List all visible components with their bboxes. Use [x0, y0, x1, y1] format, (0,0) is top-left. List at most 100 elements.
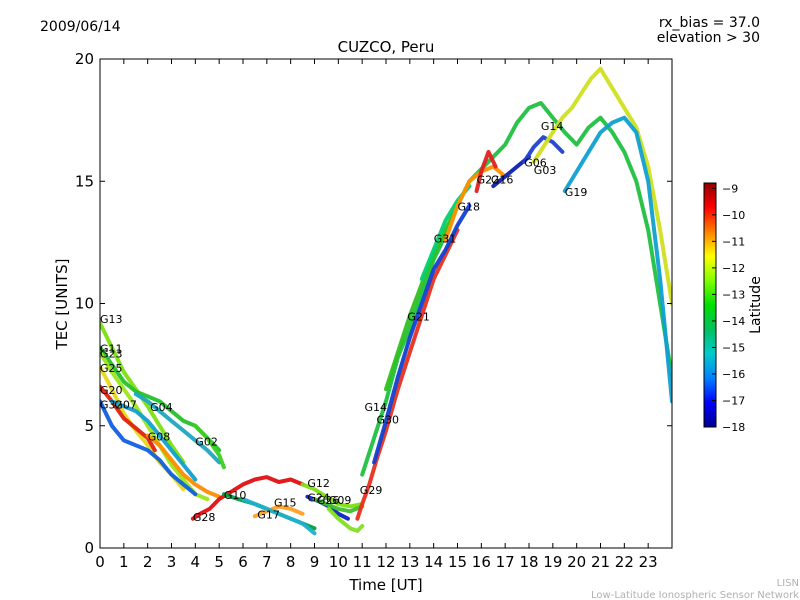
plot-background	[100, 59, 672, 548]
series-line-g07-6	[109, 399, 198, 482]
series-label-g32-5: G32	[100, 399, 123, 412]
y-axis-label: TEC [UNITS]	[53, 259, 71, 351]
series-line-g26-16	[312, 497, 365, 514]
series-line-g32-5	[100, 399, 198, 497]
series-lines	[100, 66, 672, 536]
footer-lisn: LISN	[777, 578, 799, 589]
series-line-g29-18	[355, 228, 460, 521]
elevation-label: elevation > 30	[657, 30, 760, 46]
series-label-g29-18: G29	[360, 484, 383, 497]
series-line-g21-21	[384, 203, 460, 392]
y-tick-label-0: 0	[84, 539, 94, 557]
series-label-g31-22: G31	[434, 232, 457, 245]
series-line-g12-14	[300, 482, 365, 509]
x-tick-label-17: 17	[496, 553, 515, 571]
series-line-g22-24	[474, 149, 498, 193]
series-label-g28-10: G28	[193, 511, 216, 524]
colorbar-tick-label-9: −18	[722, 421, 745, 434]
series-label-g25-3: G25	[100, 362, 123, 375]
x-tick-label-3: 3	[167, 553, 177, 571]
series-label-g03-28: G03	[534, 164, 557, 177]
colorbar-label: Latitude	[748, 276, 764, 334]
series-label-g04-7: G04	[150, 401, 173, 414]
x-tick-label-23: 23	[639, 553, 658, 571]
series-line-g19-28	[562, 115, 672, 404]
series-label-g20-4: G20	[100, 384, 123, 397]
x-tick-label-9: 9	[310, 553, 320, 571]
series-label-g08-8: G08	[148, 430, 171, 443]
series-line-g04-7	[133, 392, 222, 465]
series-line-g14-19	[360, 101, 672, 477]
rx-bias-label: rx_bias = 37.0	[659, 15, 760, 31]
colorbar-tick-label-4: −13	[722, 288, 745, 301]
footer-network: Low-Latitude Ionospheric Sensor Network	[591, 590, 799, 600]
x-tick-label-19: 19	[543, 553, 562, 571]
series-label-g02-9: G02	[195, 435, 218, 448]
colorbar-tick-label-8: −17	[722, 394, 745, 407]
x-tick-label-5: 5	[214, 553, 224, 571]
series-label-g23-2: G23	[100, 347, 123, 360]
series-label-g16-25: G16	[491, 174, 514, 187]
series-line-g17-12	[252, 504, 305, 519]
series-line-g08-8	[145, 433, 222, 499]
x-tick-label-4: 4	[191, 553, 201, 571]
series-line-g03-27	[531, 66, 672, 306]
chart-title: CUZCO, Peru	[338, 38, 435, 56]
colorbar-tick-label-7: −16	[722, 368, 745, 381]
series-label-g19-29: G19	[565, 186, 588, 199]
x-tick-label-10: 10	[329, 553, 348, 571]
y-tick-label-20: 20	[75, 50, 94, 68]
colorbar-tick-label-0: −9	[722, 182, 738, 195]
x-tick-label-13: 13	[400, 553, 419, 571]
series-line-g15-13	[241, 497, 317, 536]
series-label-g21-21: G21	[407, 311, 430, 324]
colorbar-tick-label-1: −10	[722, 209, 745, 222]
x-tick-label-0: 0	[95, 553, 105, 571]
x-tick-label-8: 8	[286, 553, 296, 571]
series-line-g06-26	[522, 135, 565, 164]
series-label-g12-14: G12	[307, 477, 330, 490]
date-label: 2009/06/14	[40, 19, 121, 35]
series-label-g13-0: G13	[100, 313, 123, 326]
x-tick-label-21: 21	[591, 553, 610, 571]
series-label-g07-6: G07	[114, 399, 137, 412]
x-tick-label-14: 14	[424, 553, 443, 571]
y-tick-label-15: 15	[75, 172, 94, 190]
colorbar-tick-label-3: −12	[722, 262, 745, 275]
x-tick-label-16: 16	[472, 553, 491, 571]
series-line-g20-4	[100, 384, 157, 453]
series-label-g11-1: G11	[100, 342, 123, 355]
x-tick-label-11: 11	[353, 553, 372, 571]
series-label-g26-16: G26	[317, 494, 340, 507]
series-label-g14-26: G14	[541, 120, 564, 133]
colorbar-tick-label-6: −15	[722, 341, 745, 354]
y-tick-label-5: 5	[84, 417, 94, 435]
x-tick-label-1: 1	[119, 553, 129, 571]
x-tick-label-7: 7	[262, 553, 272, 571]
colorbar-tick-label-2: −11	[722, 235, 745, 248]
y-tick-label-10: 10	[75, 295, 94, 313]
series-label-g10-11: G10	[224, 489, 247, 502]
series-label-g22-24: G22	[477, 174, 500, 187]
series-label-g06-27: G06	[524, 157, 547, 170]
series-label-g14-19: G14	[365, 401, 388, 414]
series-label-g17-13: G17	[257, 509, 280, 522]
series-label-g18-23: G18	[458, 201, 481, 214]
x-tick-label-18: 18	[519, 553, 538, 571]
x-tick-label-22: 22	[615, 553, 634, 571]
series-line-g30-20	[372, 203, 472, 465]
x-tick-label-2: 2	[143, 553, 153, 571]
x-axis-label: Time [UT]	[348, 576, 422, 594]
series-label-g15-12: G15	[274, 496, 297, 509]
series-label-g09-17: G09	[329, 494, 352, 507]
x-tick-label-20: 20	[567, 553, 586, 571]
series-line-g28-10	[190, 475, 305, 521]
colorbar: −9 −10 −11 −12 −13 −14 −15 −16 −17 −18	[703, 182, 745, 434]
series-label-g30-20: G30	[377, 413, 400, 426]
colorbar-tick-label-5: −14	[722, 315, 745, 328]
x-tick-label-15: 15	[448, 553, 467, 571]
series-line-g09-17	[326, 506, 365, 533]
colorbar-bar	[703, 182, 717, 428]
